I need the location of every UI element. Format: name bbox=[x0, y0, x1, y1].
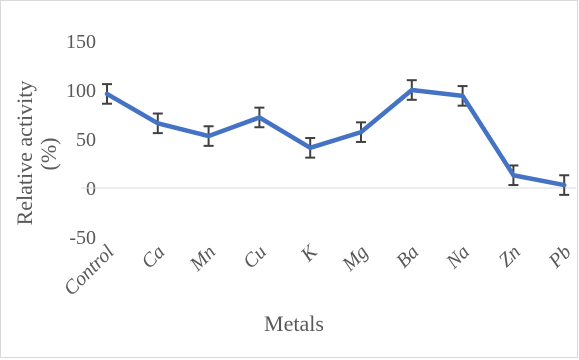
x-tick-label: Control bbox=[59, 241, 118, 300]
y-tick-label: 100 bbox=[66, 80, 96, 102]
y-tick-label: 50 bbox=[76, 129, 96, 151]
x-tick-label: Ba bbox=[392, 241, 423, 272]
x-tick-label: Zn bbox=[494, 241, 524, 271]
x-tick-label: K bbox=[296, 240, 323, 267]
x-tick-label: Cu bbox=[239, 241, 271, 273]
series-line bbox=[104, 87, 567, 188]
x-tick-label: Ca bbox=[137, 241, 169, 273]
x-tick-label: Mn bbox=[185, 241, 220, 276]
y-axis-unit: (%) bbox=[36, 138, 61, 171]
x-tick-label: Pb bbox=[544, 241, 576, 273]
y-axis-ticks: 150 100 50 0 -50 bbox=[66, 31, 96, 249]
y-tick-label: 0 bbox=[86, 178, 96, 200]
x-axis-title: Metals bbox=[264, 311, 324, 336]
y-tick-label: -50 bbox=[69, 227, 96, 249]
x-axis-tick-labels: Control Ca Mn Cu K Mg Ba Na Zn Pb bbox=[59, 240, 575, 300]
x-tick-label: Mg bbox=[337, 241, 372, 276]
y-axis-title: Relative activity bbox=[12, 81, 37, 226]
x-tick-label: Na bbox=[441, 241, 474, 274]
y-tick-label: 150 bbox=[66, 31, 96, 53]
error-bars bbox=[102, 79, 570, 196]
